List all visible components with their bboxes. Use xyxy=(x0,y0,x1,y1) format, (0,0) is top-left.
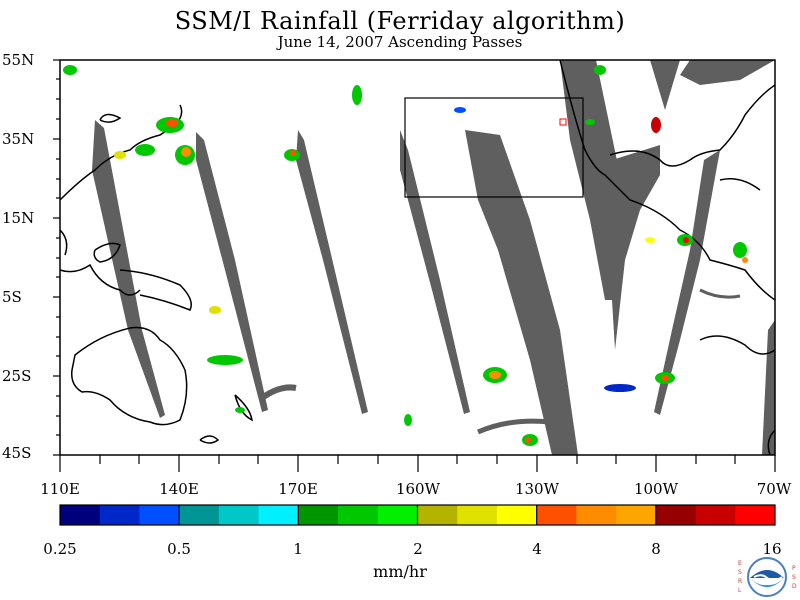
colorbar-swatch xyxy=(139,505,180,525)
lon-ticks xyxy=(59,455,776,472)
colorbar-label-1: 1 xyxy=(293,540,303,558)
colorbar-label-0-5: 0.5 xyxy=(167,540,191,558)
colorbar-units: mm/hr xyxy=(373,562,427,581)
svg-text:E: E xyxy=(738,560,742,567)
colorbar-label-8: 8 xyxy=(651,540,661,558)
lat-label-25s: 25S xyxy=(2,367,32,385)
colorbar-swatch xyxy=(218,505,260,525)
lon-label-160w: 160W xyxy=(395,480,441,498)
lat-label-15n: 15N xyxy=(2,209,35,227)
lon-label-140e: 140E xyxy=(159,480,199,498)
colorbar-swatch xyxy=(417,505,458,525)
lon-label-100w: 100W xyxy=(633,480,679,498)
colorbar-swatch xyxy=(457,505,498,525)
lat-label-45s: 45S xyxy=(2,444,32,462)
lon-label-170e: 170E xyxy=(278,480,318,498)
lat-label-55n: 55N xyxy=(2,51,35,69)
subtitle: June 14, 2007 Ascending Passes xyxy=(277,33,523,51)
svg-text:S: S xyxy=(738,569,742,576)
coastlines xyxy=(59,59,776,456)
title: SSM/I Rainfall (Ferriday algorithm) xyxy=(174,7,626,35)
colorbar-swatch xyxy=(536,505,577,525)
lat-ticks xyxy=(53,59,60,456)
colorbar-swatch xyxy=(377,505,418,525)
svg-text:L: L xyxy=(738,587,742,594)
colorbar-swatch xyxy=(60,505,101,525)
colorbar-swatch xyxy=(695,505,736,525)
lon-label-70w: 70W xyxy=(756,480,792,498)
colorbar-label-2: 2 xyxy=(413,540,423,558)
colorbar-swatch xyxy=(735,505,776,525)
colorbar-swatch xyxy=(258,505,299,525)
colorbar xyxy=(59,504,776,526)
colorbar-swatch xyxy=(99,505,140,525)
lat-label-5s: 5S xyxy=(2,288,22,306)
svg-text:S: S xyxy=(792,574,796,581)
rain-patches xyxy=(63,65,748,446)
svg-text:P: P xyxy=(792,565,796,572)
lat-label-35n: 35N xyxy=(2,130,35,148)
colorbar-swatch xyxy=(616,505,657,525)
colorbar-swatch xyxy=(298,505,339,525)
lon-label-130w: 130W xyxy=(514,480,560,498)
svg-text:D: D xyxy=(792,583,797,590)
colorbar-label-4: 4 xyxy=(532,540,542,558)
svg-text:R: R xyxy=(738,578,742,585)
noaa-esrl-psd-logo: E S R L P S D xyxy=(738,557,797,597)
colorbar-label-0-25: 0.25 xyxy=(43,540,77,558)
colorbar-swatch xyxy=(179,505,220,525)
colorbar-label-16: 16 xyxy=(762,540,782,558)
lon-label-110e: 110E xyxy=(40,480,80,498)
region-marker xyxy=(559,118,567,126)
region-box xyxy=(404,97,584,198)
colorbar-swatch xyxy=(655,505,697,525)
colorbar-swatch xyxy=(338,505,379,525)
colorbar-swatch xyxy=(496,505,538,525)
swath-gaps xyxy=(92,60,775,455)
colorbar-swatch xyxy=(576,505,617,525)
